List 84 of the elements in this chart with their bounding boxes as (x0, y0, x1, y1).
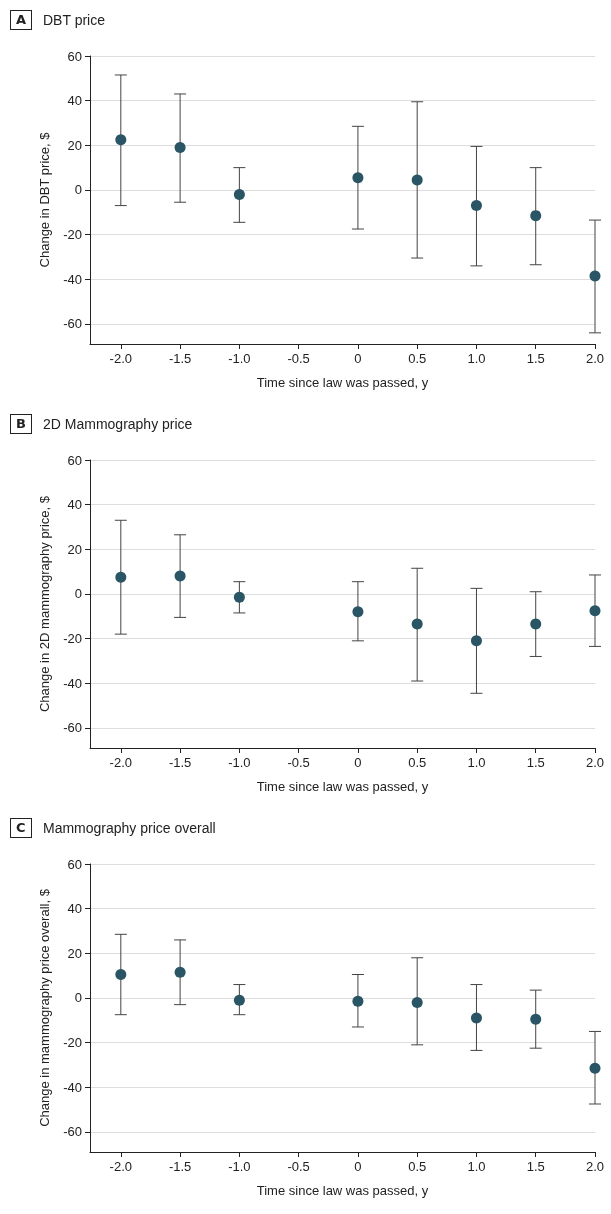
x-tick-label: 2.0 (585, 351, 605, 366)
point (470, 1012, 482, 1024)
x-tick-label: -0.5 (287, 755, 310, 770)
x-tick-label: -1.5 (168, 755, 192, 770)
chart-title: 2D Mammography price (43, 415, 193, 434)
point (352, 995, 364, 1007)
point (530, 618, 542, 630)
x-tick-label: 1.0 (467, 1159, 486, 1174)
text: C (10, 818, 32, 838)
y-tick-label: 0 (74, 182, 82, 198)
x-tick-label: 1.0 (467, 351, 486, 366)
y-tick-label: -40 (63, 675, 82, 691)
x-tick-label: -1.0 (228, 351, 251, 366)
point (174, 966, 186, 978)
y-tick-label: 20 (67, 541, 82, 557)
point (115, 134, 127, 146)
x-tick-label: 0 (354, 1159, 362, 1174)
chart-title: Mammography price overall (43, 819, 216, 838)
point (174, 570, 186, 582)
y-tick-label: -40 (63, 271, 82, 287)
point (233, 994, 245, 1006)
y-tick-label: 60 (67, 452, 82, 468)
point (352, 172, 364, 184)
point (589, 605, 601, 617)
y-tick-label: -20 (63, 631, 82, 647)
x-tick-label: 2.0 (585, 1159, 605, 1174)
y-axis-title: Change in 2D mammography price, $ (36, 495, 52, 713)
x-tick-label: -2.0 (109, 351, 133, 366)
x-tick-label: -1.0 (228, 1159, 251, 1174)
point (530, 1013, 542, 1025)
point (115, 969, 127, 981)
point (530, 210, 542, 222)
x-axis-title: Time since law was passed, y (256, 778, 429, 794)
x-tick-label: -0.5 (287, 351, 310, 366)
y-tick-label: 60 (67, 856, 82, 872)
point (470, 200, 482, 212)
x-tick-label: 0.5 (408, 1159, 427, 1174)
y-tick-label: -40 (63, 1079, 82, 1095)
point (411, 174, 423, 186)
point (174, 142, 186, 154)
point (115, 571, 127, 583)
x-tick-label: -0.5 (287, 1159, 310, 1174)
y-axis-title: Change in DBT price, $ (36, 131, 52, 268)
x-tick-label: -2.0 (109, 755, 133, 770)
y-tick-label: -60 (63, 316, 82, 332)
y-tick-label: -20 (63, 1035, 82, 1051)
x-tick-label: 2.0 (585, 755, 605, 770)
text: A (10, 10, 33, 30)
chart-title: DBT price (43, 11, 105, 30)
point (233, 188, 245, 200)
point (470, 635, 482, 647)
x-tick-label: -1.5 (168, 1159, 192, 1174)
point (411, 618, 423, 630)
x-tick-label: -2.0 (109, 1159, 133, 1174)
y-tick-label: 0 (74, 586, 82, 602)
y-tick-label: -60 (63, 1124, 82, 1140)
x-tick-label: -1.0 (228, 755, 251, 770)
point (411, 996, 423, 1008)
y-tick-label: 40 (67, 497, 82, 513)
x-tick-label: 0 (354, 351, 362, 366)
x-tick-label: 1.5 (526, 1159, 545, 1174)
x-tick-label: 1.5 (526, 351, 545, 366)
point (233, 591, 245, 603)
x-tick-label: 0.5 (408, 351, 427, 366)
y-tick-label: 20 (67, 137, 82, 153)
x-axis-title: Time since law was passed, y (256, 1182, 429, 1198)
y-tick-label: 40 (67, 93, 82, 109)
x-axis-title: Time since law was passed, y (256, 374, 429, 390)
x-tick-label: -1.5 (168, 351, 192, 366)
y-tick-label: 0 (74, 990, 82, 1006)
point (589, 1062, 601, 1074)
y-tick-label: -20 (63, 227, 82, 243)
y-tick-label: -60 (63, 720, 82, 736)
x-tick-label: 0.5 (408, 755, 427, 770)
x-tick-label: 1.0 (467, 755, 486, 770)
text: B (10, 414, 32, 434)
y-axis-title: Change in mammography price overall, $ (36, 888, 52, 1127)
point (352, 606, 364, 618)
y-tick-label: 60 (67, 48, 82, 64)
x-tick-label: 0 (354, 755, 362, 770)
y-tick-label: 20 (67, 945, 82, 961)
point (589, 270, 601, 282)
y-tick-label: 40 (67, 901, 82, 917)
x-tick-label: 1.5 (526, 755, 545, 770)
